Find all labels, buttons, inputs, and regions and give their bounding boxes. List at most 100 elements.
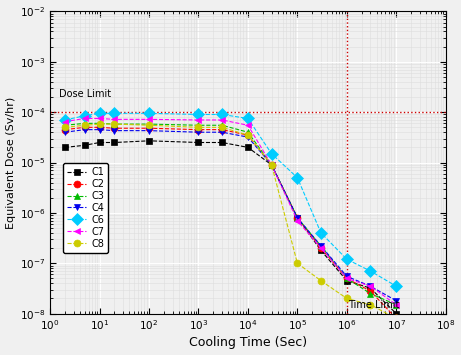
- C2: [269, 163, 274, 167]
- C8: [82, 123, 88, 127]
- Line: C4: C4: [62, 126, 400, 304]
- Line: C6: C6: [61, 109, 401, 290]
- C8: [318, 279, 324, 283]
- C7: [394, 302, 399, 307]
- C1: [112, 140, 117, 144]
- C4: [269, 163, 274, 167]
- C4: [368, 284, 373, 288]
- C3: [368, 291, 373, 296]
- C2: [295, 215, 300, 220]
- C1: [269, 163, 274, 167]
- C4: [146, 129, 152, 133]
- C1: [82, 143, 88, 147]
- C1: [219, 140, 225, 144]
- C2: [245, 133, 251, 137]
- Text: Dose Limit: Dose Limit: [59, 89, 111, 99]
- C2: [394, 316, 399, 321]
- C6: [196, 112, 201, 116]
- C6: [295, 176, 300, 180]
- C4: [196, 130, 201, 134]
- C4: [394, 299, 399, 303]
- C2: [97, 125, 102, 130]
- C2: [62, 127, 68, 132]
- C6: [62, 118, 68, 122]
- C8: [295, 261, 300, 266]
- C4: [318, 244, 324, 248]
- C4: [112, 129, 117, 133]
- Legend: C1, C2, C3, C4, C6, C7, C8: C1, C2, C3, C4, C6, C7, C8: [63, 163, 108, 253]
- C2: [219, 127, 225, 132]
- C8: [394, 316, 399, 321]
- C7: [269, 163, 274, 167]
- C7: [112, 117, 117, 121]
- C4: [245, 135, 251, 139]
- C4: [62, 130, 68, 134]
- C3: [344, 276, 349, 280]
- Y-axis label: Equivalent Dose (Sv/hr): Equivalent Dose (Sv/hr): [6, 97, 16, 229]
- C1: [318, 248, 324, 252]
- C6: [269, 152, 274, 156]
- C3: [318, 244, 324, 248]
- C2: [196, 127, 201, 132]
- C1: [196, 140, 201, 144]
- C1: [344, 279, 349, 283]
- C2: [344, 276, 349, 280]
- C8: [269, 163, 274, 167]
- C8: [62, 125, 68, 130]
- C4: [344, 274, 349, 278]
- C4: [219, 130, 225, 134]
- C3: [295, 215, 300, 220]
- Text: Time Limit: Time Limit: [348, 300, 399, 310]
- C1: [394, 311, 399, 316]
- C3: [196, 123, 201, 127]
- C1: [62, 145, 68, 149]
- C3: [146, 122, 152, 126]
- Line: C1: C1: [62, 137, 400, 317]
- C7: [318, 246, 324, 250]
- C1: [245, 145, 251, 149]
- C7: [368, 284, 373, 288]
- C7: [245, 123, 251, 127]
- Line: C3: C3: [62, 120, 400, 308]
- C7: [196, 118, 201, 122]
- C6: [368, 269, 373, 273]
- C2: [146, 126, 152, 130]
- Line: C2: C2: [62, 124, 400, 322]
- C6: [146, 111, 152, 115]
- C7: [82, 116, 88, 121]
- C2: [368, 289, 373, 293]
- C7: [62, 120, 68, 124]
- C3: [62, 123, 68, 127]
- C8: [146, 123, 152, 127]
- C4: [295, 215, 300, 220]
- C3: [394, 302, 399, 307]
- C8: [245, 133, 251, 137]
- C2: [82, 125, 88, 130]
- Line: C7: C7: [62, 115, 400, 308]
- C8: [368, 302, 373, 307]
- C6: [82, 114, 88, 118]
- C7: [219, 118, 225, 122]
- C6: [97, 111, 102, 115]
- C2: [112, 126, 117, 130]
- C8: [112, 122, 117, 126]
- C8: [97, 122, 102, 126]
- C1: [146, 139, 152, 143]
- C8: [196, 125, 201, 130]
- C6: [112, 111, 117, 115]
- C7: [97, 116, 102, 121]
- C4: [82, 127, 88, 132]
- C1: [97, 140, 102, 144]
- C2: [318, 246, 324, 250]
- C1: [295, 215, 300, 220]
- C6: [344, 257, 349, 261]
- C3: [112, 122, 117, 126]
- C6: [318, 231, 324, 235]
- C7: [344, 276, 349, 280]
- C3: [269, 163, 274, 167]
- C3: [97, 121, 102, 125]
- C4: [97, 127, 102, 132]
- Line: C8: C8: [62, 121, 400, 322]
- C6: [245, 116, 251, 121]
- X-axis label: Cooling Time (Sec): Cooling Time (Sec): [189, 337, 307, 349]
